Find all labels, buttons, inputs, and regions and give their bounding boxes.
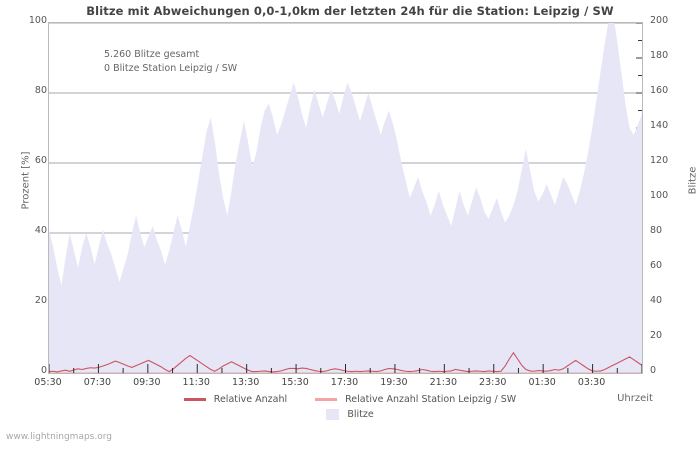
legend-label: Blitze [347,409,374,420]
y-axis-left-tick: 40 [34,225,47,236]
y-axis-right-tick: 80 [650,225,663,236]
y-axis-right-tick: 0 [650,365,657,376]
page-title: Blitze mit Abweichungen 0,0-1,0km der le… [86,4,614,18]
legend-row-secondary: Blitze [0,407,700,422]
y-axis-left-tick: 100 [28,15,47,26]
legend-item[interactable]: Relative Anzahl Station Leipzig / SW [315,394,516,405]
legend-area-swatch [326,409,340,420]
chart-canvas [49,23,642,373]
x-axis-tick: 11:30 [182,377,210,388]
x-axis-tick: 23:30 [479,377,507,388]
x-axis-tick: 05:30 [34,377,62,388]
x-axis-tick: 09:30 [133,377,161,388]
x-axis-tick: 07:30 [83,377,112,388]
legend-line-swatch [315,398,338,401]
y-axis-right-tick: 60 [650,260,663,271]
y-axis-left-tick: 20 [34,295,47,306]
y-axis-left-tick: 60 [34,155,47,166]
legend-item[interactable]: Blitze [326,409,374,420]
x-axis-tick: 19:30 [380,377,408,388]
legend: Relative Anzahl Relative Anzahl Station L… [0,392,700,422]
plot-area: 5.260 Blitze gesamt 0 Blitze Station Lei… [48,22,643,374]
y-axis-right-tick: 100 [650,190,669,201]
x-axis-label: Uhrzeit [617,393,653,404]
y-axis-left-tick: 80 [34,85,47,96]
x-axis-tick: 01:30 [528,377,556,388]
x-axis-tick: 15:30 [281,377,309,388]
x-axis-tick: 13:30 [231,377,260,388]
y-axis-right-tick: 120 [650,155,669,166]
y-axis-right-tick: 20 [650,330,663,341]
legend-label: Relative Anzahl [213,394,288,405]
y-axis-right-tick: 200 [650,15,669,26]
x-axis-ticks [49,364,642,373]
x-axis-tick: 03:30 [577,377,606,388]
y-axis-right-tick: 140 [650,120,669,131]
y-axis-right-tick: 40 [650,295,663,306]
x-axis-tick: 21:30 [429,377,458,388]
x-axis-tick: 17:30 [330,377,359,388]
legend-line-swatch [183,398,206,401]
y-axis-right-tick: 180 [650,50,669,61]
legend-row-primary: Relative Anzahl Relative Anzahl Station L… [0,392,700,407]
y-axis-left-tick: 0 [40,365,47,376]
footer-url: www.lightningmaps.org [6,432,112,442]
y-axis-left-label: Prozent [%] [20,151,32,210]
y-axis-right-label: Blitze [687,166,699,195]
legend-label: Relative Anzahl Station Leipzig / SW [345,394,517,405]
legend-item[interactable]: Relative Anzahl [183,394,288,405]
y-axis-right-tick: 160 [650,85,669,96]
series-area-blitze [49,23,642,373]
